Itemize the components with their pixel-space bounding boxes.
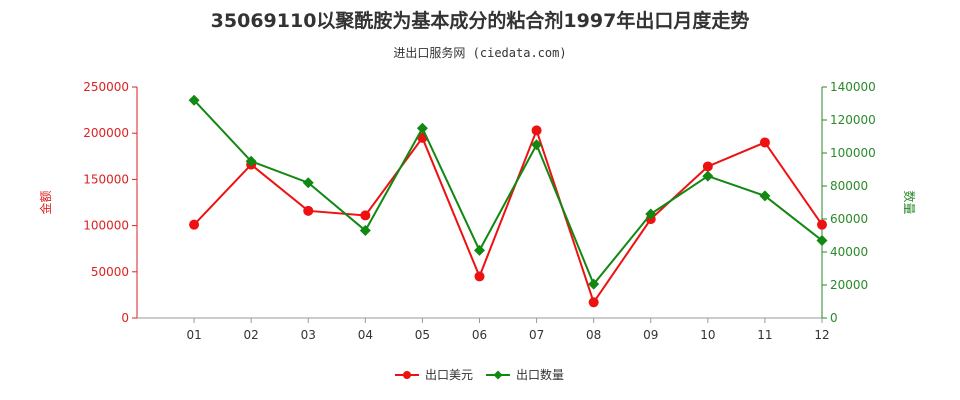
x-tick-label: 10 [700,328,715,342]
y-right-tick-label: 40000 [830,245,868,259]
legend[interactable]: 出口美元 出口数量 [395,367,564,382]
y-left-tick-label: 0 [121,311,129,325]
data-point-quantity [245,155,257,167]
x-tick-label: 06 [472,328,487,342]
data-point-usd [759,137,770,148]
x-tick-label: 09 [643,328,658,342]
x-tick-label: 11 [757,328,772,342]
x-tick-label: 01 [186,328,201,342]
data-point-usd [588,297,599,308]
x-tick-label: 07 [529,328,544,342]
legend-label: 出口美元 [425,368,473,382]
data-point-quantity [188,94,200,106]
series-line-quantity [193,99,823,287]
data-point-usd [702,161,713,172]
x-tick-label: 02 [244,328,259,342]
x-tick-label: 12 [814,328,829,342]
y-right-tick-label: 0 [830,311,838,325]
data-point-quantity [531,139,543,151]
data-point-usd [531,125,542,136]
data-point-quantity [359,225,371,237]
x-tick-label: 08 [586,328,601,342]
data-point-usd [303,205,314,216]
data-point-usd [189,219,200,230]
y-left-tick-label: 150000 [83,172,129,186]
legend-marker-diamond [493,370,503,380]
legend-marker-circle [403,371,411,379]
y-right-tick-label: 60000 [830,212,868,226]
x-tick-label: 05 [415,328,430,342]
series-layer [188,94,828,308]
x-tick-label: 03 [301,328,316,342]
series-line-usd [193,127,823,305]
data-point-quantity [759,190,771,202]
y-right-axis-label: 数量 [902,190,917,214]
data-point-quantity [474,244,485,256]
y-left-tick-label: 100000 [83,219,129,233]
data-point-quantity [416,122,428,134]
data-point-usd [360,210,371,221]
y-right-tick-label: 120000 [830,113,876,127]
data-point-quantity [702,170,714,182]
data-point-quantity [645,208,657,220]
y-right-tick-label: 20000 [830,278,868,292]
chart-subtitle: 进出口服务网 (ciedata.com) [393,46,567,60]
y-left-axis-label: 金额 [38,190,53,214]
legend-label: 出口数量 [516,367,564,382]
data-point-quantity [588,278,600,290]
y-left-tick-label: 50000 [91,265,129,279]
data-point-usd [474,271,485,282]
y-right-tick-label: 100000 [830,146,876,160]
data-point-usd [817,219,827,230]
y-left-tick-label: 250000 [83,80,129,94]
data-point-quantity [302,177,314,189]
axes-layer: 0 50000 100000 150000 200000 250000 0 20000 4000… [38,80,917,342]
y-right-tick-label: 80000 [830,179,868,193]
x-tick-label: 04 [358,328,373,342]
chart-title: 35069110以聚酰胺为基本成分的粘合剂1997年出口月度走势 [210,10,750,32]
y-left-tick-label: 200000 [83,126,129,140]
data-point-quantity [816,234,828,246]
y-right-tick-label: 140000 [830,80,876,94]
